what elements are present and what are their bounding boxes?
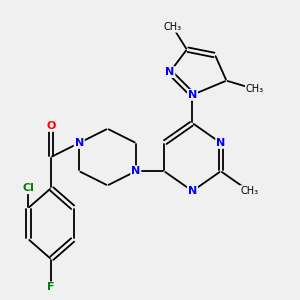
Text: F: F bbox=[47, 282, 55, 292]
Text: N: N bbox=[165, 67, 174, 77]
Text: N: N bbox=[75, 138, 84, 148]
Text: CH₃: CH₃ bbox=[246, 84, 264, 94]
Text: CH₃: CH₃ bbox=[240, 186, 258, 196]
Text: O: O bbox=[46, 121, 56, 131]
Text: N: N bbox=[131, 166, 140, 176]
Text: N: N bbox=[216, 138, 225, 148]
Text: N: N bbox=[188, 90, 197, 100]
Text: CH₃: CH₃ bbox=[164, 22, 182, 32]
Text: N: N bbox=[188, 186, 197, 196]
Text: Cl: Cl bbox=[22, 183, 34, 193]
